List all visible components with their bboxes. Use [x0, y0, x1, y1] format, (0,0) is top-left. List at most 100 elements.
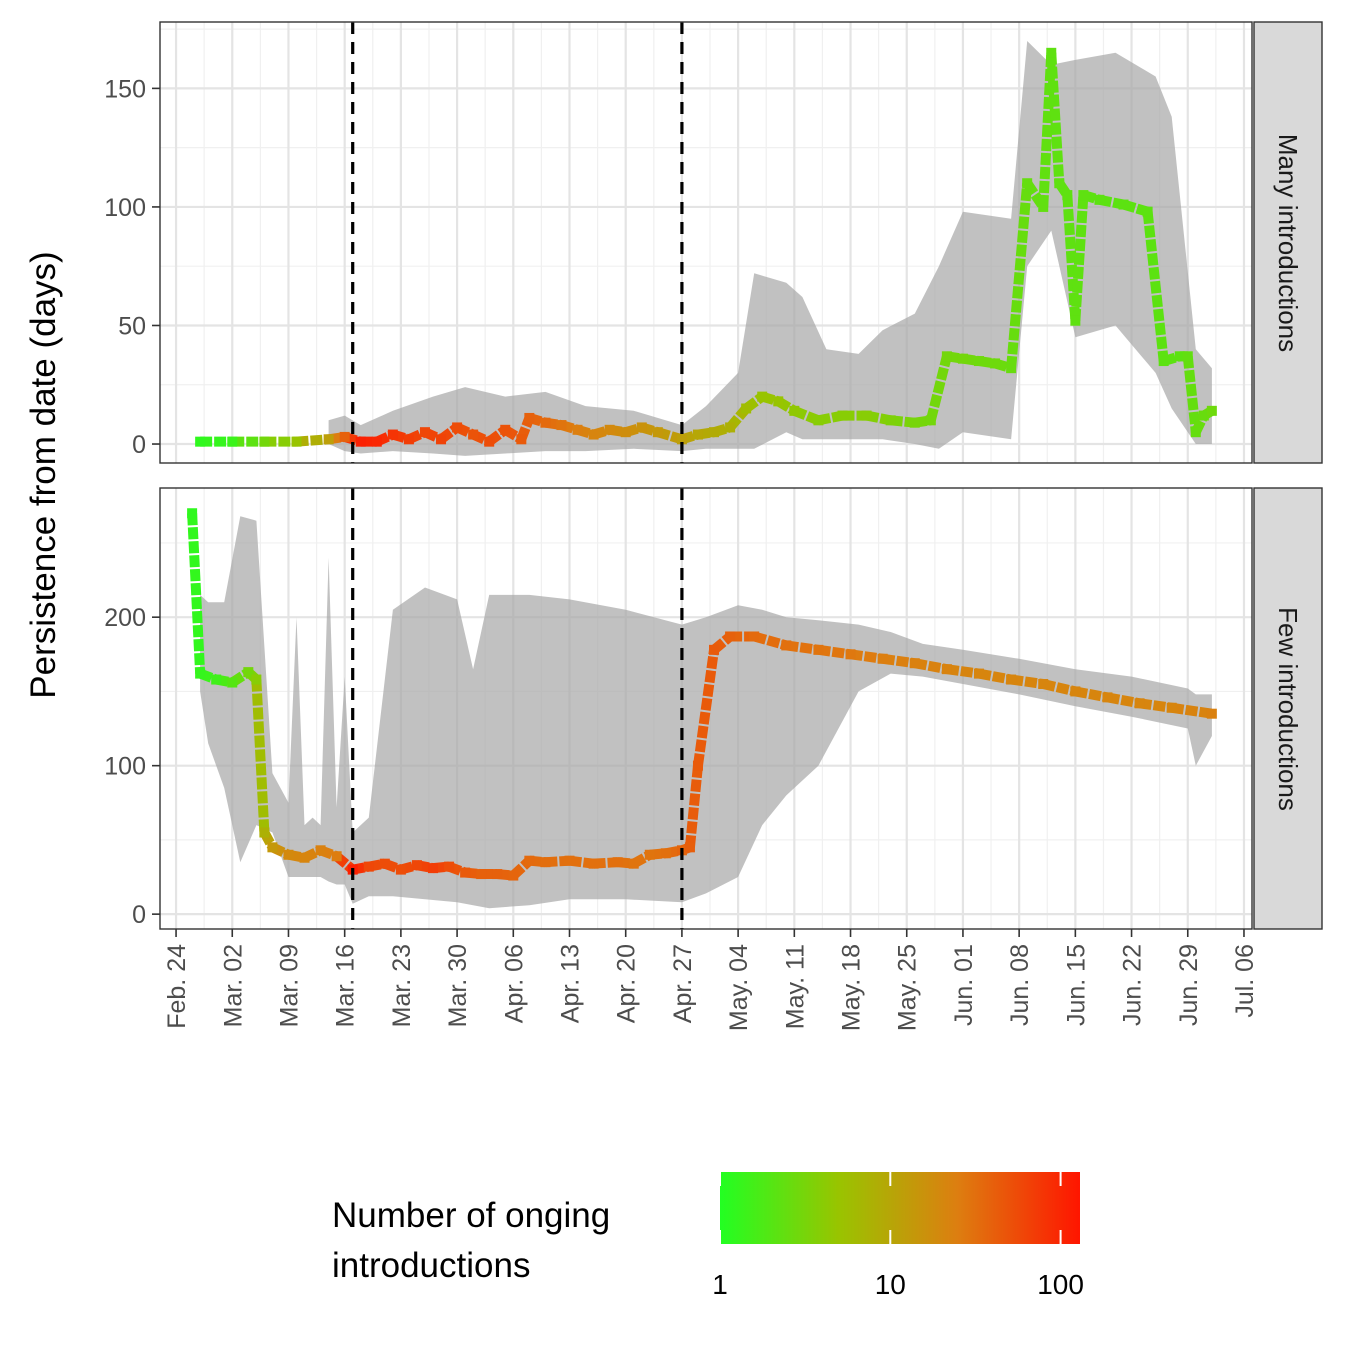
- series-point: [1046, 47, 1057, 58]
- series-point: [1118, 199, 1129, 210]
- panel-few-introductions: 0 100 200: [104, 487, 1253, 930]
- x-tick-label: Jun. 08: [1006, 944, 1034, 1026]
- legend-tick-label: 1: [712, 1269, 728, 1300]
- series-point: [187, 508, 198, 519]
- series-point: [620, 427, 631, 438]
- series-point: [725, 422, 736, 433]
- series-point: [444, 861, 455, 872]
- x-tick-label: Jul. 06: [1231, 944, 1259, 1018]
- series-segment: [1138, 698, 1173, 713]
- series-point: [395, 864, 406, 875]
- series-point: [524, 855, 535, 866]
- series-point: [781, 640, 792, 651]
- series-point: [468, 429, 479, 440]
- series-point: [885, 415, 896, 426]
- y-tick-label: 100: [104, 194, 146, 222]
- x-tick-label: Mar. 16: [332, 944, 360, 1027]
- series-point: [957, 353, 968, 364]
- series-point: [1054, 178, 1065, 189]
- series-point: [652, 427, 663, 438]
- series-point: [941, 664, 952, 675]
- series-segment: [1046, 52, 1065, 184]
- series-point: [1070, 315, 1081, 326]
- legend-title-line1: Number of onging: [332, 1196, 610, 1235]
- series-point: [211, 674, 222, 685]
- series-point: [1038, 679, 1049, 689]
- series-point: [556, 420, 567, 431]
- x-tick-label: May. 04: [725, 944, 753, 1031]
- series-point: [436, 434, 447, 445]
- series-point: [588, 858, 599, 869]
- series-point: [1006, 674, 1017, 685]
- series-point: [1102, 692, 1113, 703]
- series-point: [692, 760, 703, 771]
- series-point: [323, 434, 334, 445]
- series-point: [1174, 351, 1185, 362]
- confidence-ribbon: [328, 41, 1212, 456]
- x-tick-label: Apr. 13: [557, 944, 585, 1023]
- series-segment: [693, 649, 719, 767]
- series-segment: [1070, 194, 1089, 322]
- y-axis-title: Persistence from date (days): [24, 251, 63, 698]
- series-segment: [296, 434, 329, 447]
- y-tick-label: 100: [104, 753, 146, 781]
- series-segment: [1182, 355, 1201, 433]
- series-point: [339, 431, 350, 442]
- series-point: [676, 434, 687, 445]
- series-point: [227, 677, 238, 688]
- series-point: [428, 863, 438, 874]
- series-point: [291, 436, 302, 447]
- x-tick-label: Jun. 29: [1175, 944, 1203, 1026]
- series-point: [813, 644, 824, 655]
- x-tick-label: Feb. 24: [163, 944, 191, 1029]
- series-point: [1142, 206, 1153, 217]
- series-segment: [1142, 211, 1169, 362]
- series-point: [411, 860, 422, 871]
- series-point: [243, 667, 254, 678]
- series-point: [251, 674, 262, 685]
- series-point: [909, 417, 920, 428]
- series-point: [363, 861, 374, 872]
- series-point: [259, 436, 270, 447]
- x-tick-label: Mar. 23: [388, 944, 416, 1027]
- series-segment: [1006, 182, 1033, 369]
- series-segment: [881, 653, 916, 669]
- x-tick-label: Jun. 01: [950, 944, 978, 1026]
- series-point: [1062, 190, 1073, 201]
- series-point: [484, 436, 495, 447]
- series-point: [1134, 698, 1145, 709]
- strip-bottom: Few introductions: [1253, 487, 1323, 930]
- series-point: [644, 849, 655, 860]
- series-point: [355, 436, 366, 447]
- series-point: [452, 422, 463, 433]
- series-segment: [1074, 686, 1109, 703]
- series-point: [660, 848, 671, 859]
- series-point: [1206, 405, 1217, 416]
- strip-top: Many introductions: [1253, 21, 1323, 464]
- series-point: [540, 417, 551, 428]
- series-point: [692, 429, 703, 440]
- series-point: [1198, 410, 1209, 421]
- series-point: [1158, 356, 1169, 367]
- series-point: [267, 842, 278, 853]
- series-point: [195, 668, 206, 679]
- x-tick-label: Apr. 27: [669, 944, 697, 1023]
- series-point: [628, 858, 639, 869]
- x-tick-label: Mar. 30: [444, 944, 472, 1027]
- series-segment: [849, 649, 884, 664]
- x-tick-label: Mar. 09: [276, 944, 304, 1027]
- series-point: [492, 869, 503, 880]
- legend-tick-label: 10: [875, 1269, 906, 1300]
- series-point: [974, 356, 984, 367]
- series-segment: [1042, 679, 1077, 697]
- strip-label-few: Few introductions: [1273, 607, 1303, 811]
- series-point: [909, 658, 920, 669]
- series-point: [837, 410, 848, 421]
- series-point: [749, 631, 760, 642]
- series-segment: [251, 679, 270, 833]
- series-segment: [785, 640, 820, 655]
- series-point: [227, 436, 238, 447]
- series-point: [845, 649, 856, 660]
- series-segment: [978, 668, 1013, 685]
